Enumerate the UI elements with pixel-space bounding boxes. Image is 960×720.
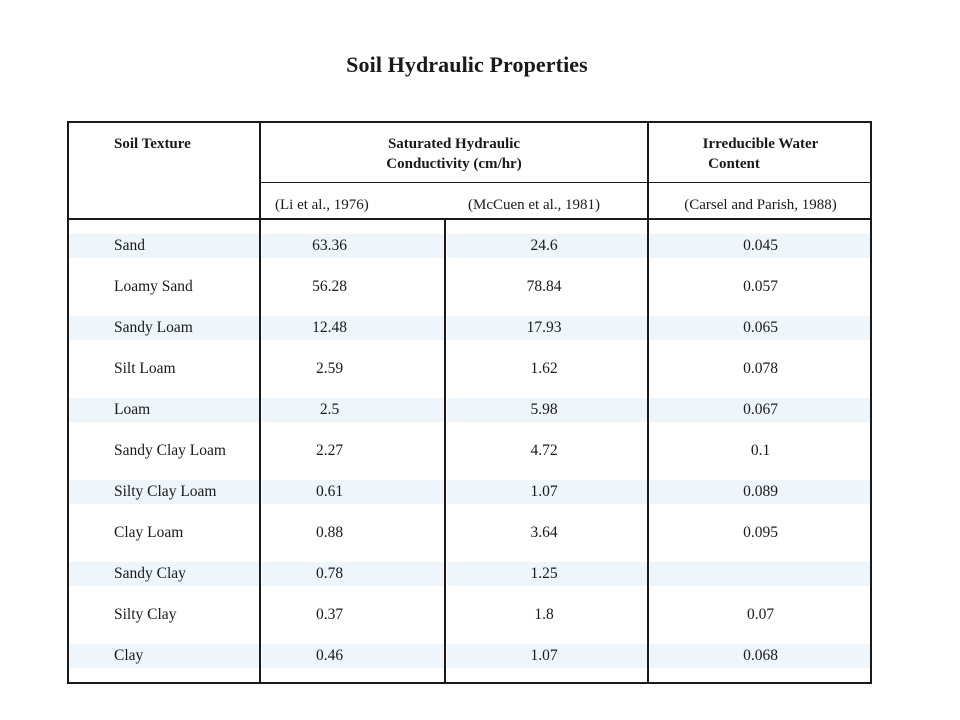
row-band <box>262 644 444 668</box>
cell-irreducible-water: 0.068 <box>743 647 778 664</box>
source-carsel: (Carsel and Parish, 1988) <box>684 197 837 213</box>
row-band <box>650 398 870 422</box>
cell-mccuen-conductivity: 1.25 <box>530 565 558 582</box>
cell-irreducible-water: 0.089 <box>743 483 778 500</box>
cell-soil-texture: Clay Loam <box>114 524 184 541</box>
row-band <box>69 562 259 586</box>
row-band <box>262 480 444 504</box>
cell-mccuen-conductivity: 78.84 <box>526 278 562 295</box>
cell-soil-texture: Sandy Loam <box>114 319 193 336</box>
row-band <box>262 234 444 258</box>
cell-li-conductivity: 56.28 <box>312 278 347 295</box>
header-conductivity-line2: Conductivity (cm/hr) <box>386 156 522 172</box>
cell-mccuen-conductivity: 3.64 <box>530 524 558 541</box>
cell-li-conductivity: 12.48 <box>312 319 347 336</box>
divider-header-sub <box>259 182 872 183</box>
soil-properties-table <box>67 121 872 684</box>
row-band <box>447 398 647 422</box>
row-band <box>69 398 259 422</box>
row-band <box>650 562 870 586</box>
row-band <box>262 562 444 586</box>
cell-irreducible-water: 0.078 <box>743 360 778 377</box>
cell-li-conductivity: 0.37 <box>315 606 344 623</box>
row-band <box>262 398 444 422</box>
cell-li-conductivity: 2.5 <box>319 401 340 418</box>
header-conductivity-line1: Saturated Hydraulic <box>387 136 521 152</box>
cell-soil-texture: Loam <box>114 401 151 418</box>
row-band <box>650 480 870 504</box>
cell-soil-texture: Clay <box>114 647 144 664</box>
header-water-line1: Irreducible Water <box>702 136 819 152</box>
row-band <box>447 316 647 340</box>
cell-li-conductivity: 2.59 <box>315 360 344 377</box>
row-band <box>69 480 259 504</box>
divider-header-body <box>67 218 872 220</box>
cell-soil-texture: Silt Loam <box>114 360 176 377</box>
cell-irreducible-water: 0.065 <box>743 319 778 336</box>
cell-mccuen-conductivity: 1.62 <box>530 360 558 377</box>
cell-li-conductivity: 2.27 <box>315 442 344 459</box>
cell-irreducible-water: 0.067 <box>743 401 778 418</box>
header-soil-texture: Soil Texture <box>114 136 191 152</box>
cell-mccuen-conductivity: 1.07 <box>530 647 558 664</box>
cell-irreducible-water: 0.095 <box>743 524 778 541</box>
cell-soil-texture: Sandy Clay <box>114 565 186 582</box>
cell-mccuen-conductivity: 24.6 <box>530 237 558 254</box>
cell-irreducible-water: 0.07 <box>746 606 775 623</box>
cell-li-conductivity: 0.61 <box>315 483 344 500</box>
cell-irreducible-water: 0.1 <box>750 442 771 459</box>
cell-soil-texture: Sand <box>114 237 145 254</box>
cell-mccuen-conductivity: 1.8 <box>534 606 554 623</box>
cell-soil-texture: Silty Clay <box>114 606 177 623</box>
cell-soil-texture: Loamy Sand <box>114 278 193 295</box>
page-title: Soil Hydraulic Properties <box>346 52 588 77</box>
cell-mccuen-conductivity: 4.72 <box>530 442 558 459</box>
row-band <box>650 644 870 668</box>
row-band <box>650 234 870 258</box>
row-band <box>69 316 259 340</box>
row-band <box>447 644 647 668</box>
row-band <box>447 480 647 504</box>
row-band <box>262 316 444 340</box>
cell-li-conductivity: 0.88 <box>315 524 344 541</box>
cell-mccuen-conductivity: 1.07 <box>530 483 558 500</box>
row-band <box>650 316 870 340</box>
divider-texture-column <box>259 121 261 684</box>
cell-irreducible-water: 0.045 <box>743 237 778 254</box>
cell-soil-texture: Sandy Clay Loam <box>114 442 226 459</box>
row-band <box>69 644 259 668</box>
cell-mccuen-conductivity: 17.93 <box>526 319 562 336</box>
divider-source-columns <box>444 219 446 684</box>
cell-li-conductivity: 0.78 <box>315 565 344 582</box>
cell-irreducible-water: 0.057 <box>743 278 778 295</box>
header-water-line2: Content <box>708 156 760 172</box>
source-li: (Li et al., 1976) <box>275 197 369 213</box>
divider-water-column <box>647 121 649 684</box>
cell-soil-texture: Silty Clay Loam <box>114 483 217 500</box>
cell-mccuen-conductivity: 5.98 <box>530 401 558 418</box>
row-band <box>447 234 647 258</box>
cell-li-conductivity: 63.36 <box>312 237 347 254</box>
row-band <box>69 234 259 258</box>
row-band <box>447 562 647 586</box>
source-mccuen: (McCuen et al., 1981) <box>468 197 601 213</box>
cell-li-conductivity: 0.46 <box>315 647 344 664</box>
